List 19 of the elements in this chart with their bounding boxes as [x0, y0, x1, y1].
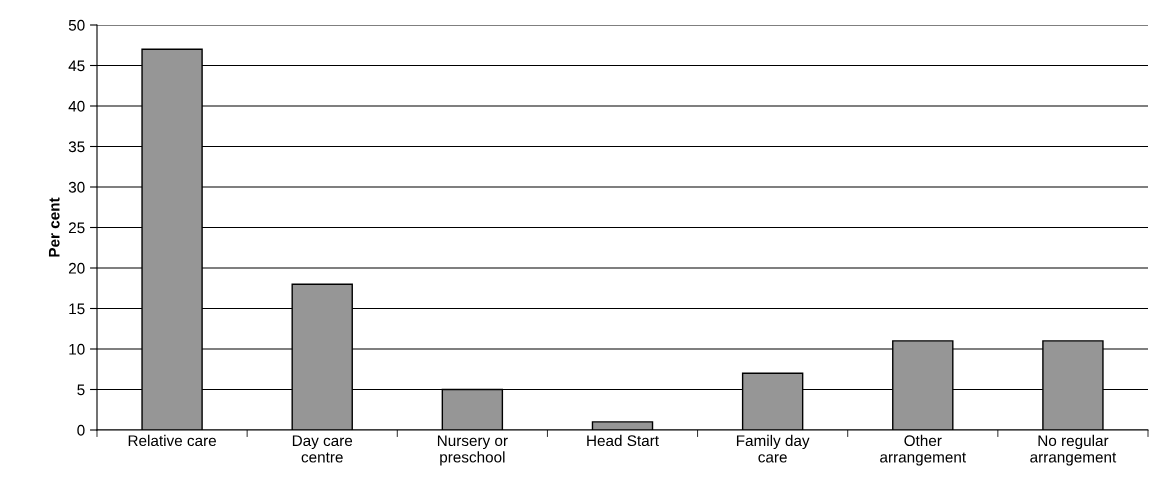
y-tick-label: 45: [68, 60, 85, 72]
y-tick-label: 30: [68, 181, 85, 193]
x-tick-label: No regular arrangement: [1030, 434, 1117, 466]
y-tick-label: 25: [68, 222, 85, 234]
y-tick-label: 40: [68, 100, 85, 112]
x-tick-label: Nursery or preschool: [437, 435, 508, 466]
x-tick-label: Family day care: [736, 434, 810, 463]
x-tick-label: Other arrangement: [880, 434, 966, 466]
y-tick-label: 5: [77, 384, 85, 396]
y-axis-title: Per cent: [48, 197, 60, 257]
y-tick-label: 10: [69, 343, 85, 355]
y-tick-label: 50: [68, 19, 85, 31]
y-tick-label: 35: [68, 141, 85, 153]
y-tick-label: 20: [68, 262, 85, 274]
y-tick-label: 0: [77, 424, 85, 436]
y-tick-label: 15: [69, 303, 85, 315]
x-tick-label: Head Start: [587, 434, 659, 447]
x-tick-label: Day care centre: [292, 435, 353, 463]
x-tick-label: Relative care: [128, 434, 216, 447]
